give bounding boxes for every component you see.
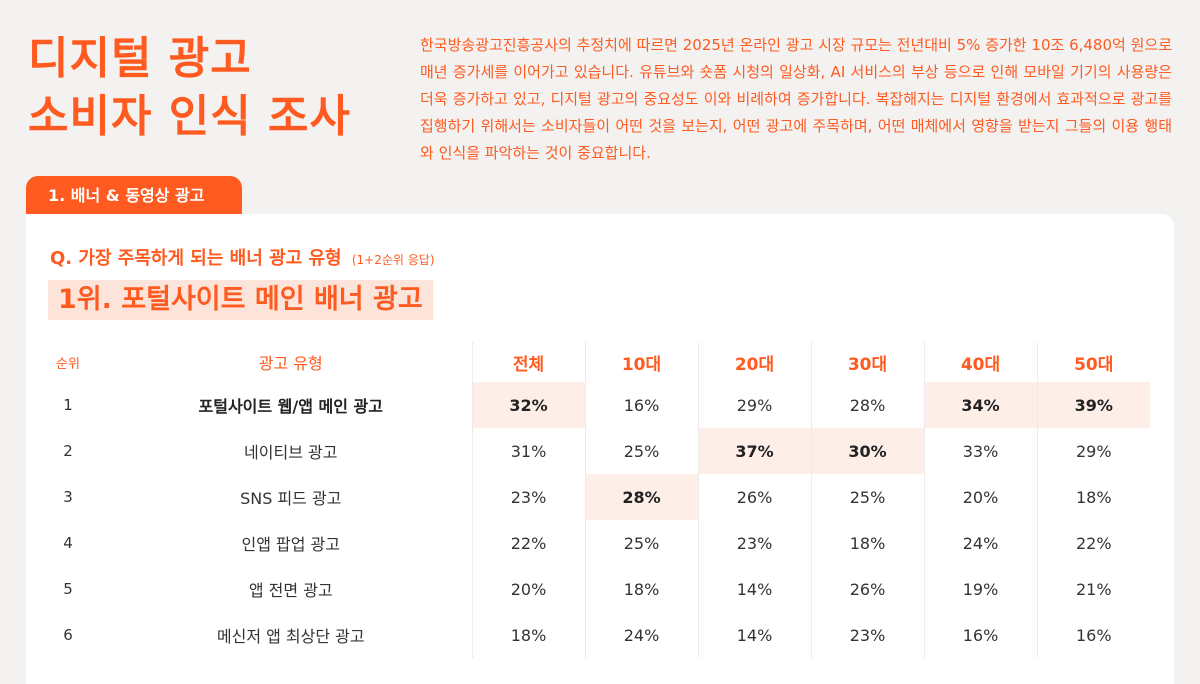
cell-age10: 16% xyxy=(584,382,698,428)
cell-age50: 18% xyxy=(1036,474,1150,520)
page-title-line-1: 디지털 광고 xyxy=(28,33,252,84)
table-row: 6 메신저 앱 최상단 광고 18% 24% 14% 23% 16% 16% xyxy=(26,612,1150,658)
cell-age20: 29% xyxy=(697,382,811,428)
cell-total: 18% xyxy=(471,612,585,658)
cell-rank: 6 xyxy=(63,626,73,644)
question-note: (1+2순위 응답) xyxy=(351,253,435,267)
cell-total: 23% xyxy=(471,474,585,520)
table-row: 3 SNS 피드 광고 23% 28% 26% 25% 20% 18% xyxy=(26,474,1150,520)
cell-age40: 16% xyxy=(923,612,1037,658)
cell-ad-type: 인앱 팝업 광고 xyxy=(241,535,341,554)
cell-rank: 4 xyxy=(63,534,73,552)
cell-age40: 33% xyxy=(923,428,1037,474)
cell-age20: 23% xyxy=(697,520,811,566)
cell-age10: 25% xyxy=(584,520,698,566)
header-age30: 30대 xyxy=(810,342,924,382)
ranking-table: 순위 광고 유형 전체 10대 20대 30대 40대 50대 1 포털사이트 … xyxy=(26,342,1150,658)
cell-age10: 18% xyxy=(584,566,698,612)
cell-rank: 2 xyxy=(63,442,73,460)
cell-age30: 18% xyxy=(810,520,924,566)
cell-rank: 1 xyxy=(63,396,73,414)
survey-card: Q. 가장 주목하게 되는 배너 광고 유형 (1+2순위 응답) 1위. 포털… xyxy=(26,214,1174,684)
cell-age30: 23% xyxy=(810,612,924,658)
header-total: 전체 xyxy=(471,342,585,382)
cell-age50: 22% xyxy=(1036,520,1150,566)
cell-rank: 3 xyxy=(63,488,73,506)
rank1-banner: 1위. 포털사이트 메인 배너 광고 xyxy=(48,280,433,320)
cell-age50: 29% xyxy=(1036,428,1150,474)
page-title-line-2: 소비자 인식 조사 xyxy=(28,91,351,142)
question-heading: Q. 가장 주목하게 되는 배너 광고 유형 (1+2순위 응답) xyxy=(50,244,435,270)
cell-age50: 21% xyxy=(1036,566,1150,612)
cell-age10: 25% xyxy=(584,428,698,474)
header-rank: 순위 xyxy=(56,356,80,372)
intro-paragraph: 한국방송광고진흥공사의 추정치에 따르면 2025년 온라인 광고 시장 규모는… xyxy=(420,36,1172,162)
header-age10: 10대 xyxy=(584,342,698,382)
cell-age20: 37% xyxy=(697,428,811,474)
section-tab-banner-video: 1. 배너 & 동영상 광고 xyxy=(26,176,242,216)
cell-age20: 14% xyxy=(697,612,811,658)
cell-age30: 30% xyxy=(810,428,924,474)
header-age20: 20대 xyxy=(697,342,811,382)
cell-age50: 39% xyxy=(1036,382,1150,428)
cell-total: 22% xyxy=(471,520,585,566)
cell-total: 31% xyxy=(471,428,585,474)
table-row: 2 네이티브 광고 31% 25% 37% 30% 33% 29% xyxy=(26,428,1150,474)
header-age40: 40대 xyxy=(923,342,1037,382)
cell-ad-type: 메신저 앱 최상단 광고 xyxy=(216,627,365,646)
cell-age30: 26% xyxy=(810,566,924,612)
cell-age40: 24% xyxy=(923,520,1037,566)
cell-ad-type: 네이티브 광고 xyxy=(244,443,338,462)
cell-ad-type: 포털사이트 웹/앱 메인 광고 xyxy=(198,397,383,416)
table-row: 4 인앱 팝업 광고 22% 25% 23% 18% 24% 22% xyxy=(26,520,1150,566)
cell-total: 20% xyxy=(471,566,585,612)
cell-age30: 28% xyxy=(810,382,924,428)
cell-age40: 34% xyxy=(923,382,1037,428)
cell-age10: 28% xyxy=(584,474,698,520)
table-row: 1 포털사이트 웹/앱 메인 광고 32% 16% 29% 28% 34% 39… xyxy=(26,382,1150,428)
cell-ad-type: SNS 피드 광고 xyxy=(240,489,342,508)
cell-age50: 16% xyxy=(1036,612,1150,658)
cell-age30: 25% xyxy=(810,474,924,520)
header-age50: 50대 xyxy=(1036,342,1150,382)
table-header-row: 순위 광고 유형 전체 10대 20대 30대 40대 50대 xyxy=(26,342,1150,382)
page-title: 디지털 광고 소비자 인식 조사 xyxy=(28,30,351,146)
cell-age40: 19% xyxy=(923,566,1037,612)
question-text: Q. 가장 주목하게 되는 배너 광고 유형 xyxy=(50,248,342,269)
cell-age20: 14% xyxy=(697,566,811,612)
cell-rank: 5 xyxy=(63,580,73,598)
cell-total: 32% xyxy=(471,382,585,428)
cell-age10: 24% xyxy=(584,612,698,658)
header-ad-type: 광고 유형 xyxy=(258,354,323,373)
cell-ad-type: 앱 전면 광고 xyxy=(248,581,333,600)
table-row: 5 앱 전면 광고 20% 18% 14% 26% 19% 21% xyxy=(26,566,1150,612)
cell-age40: 20% xyxy=(923,474,1037,520)
cell-age20: 26% xyxy=(697,474,811,520)
